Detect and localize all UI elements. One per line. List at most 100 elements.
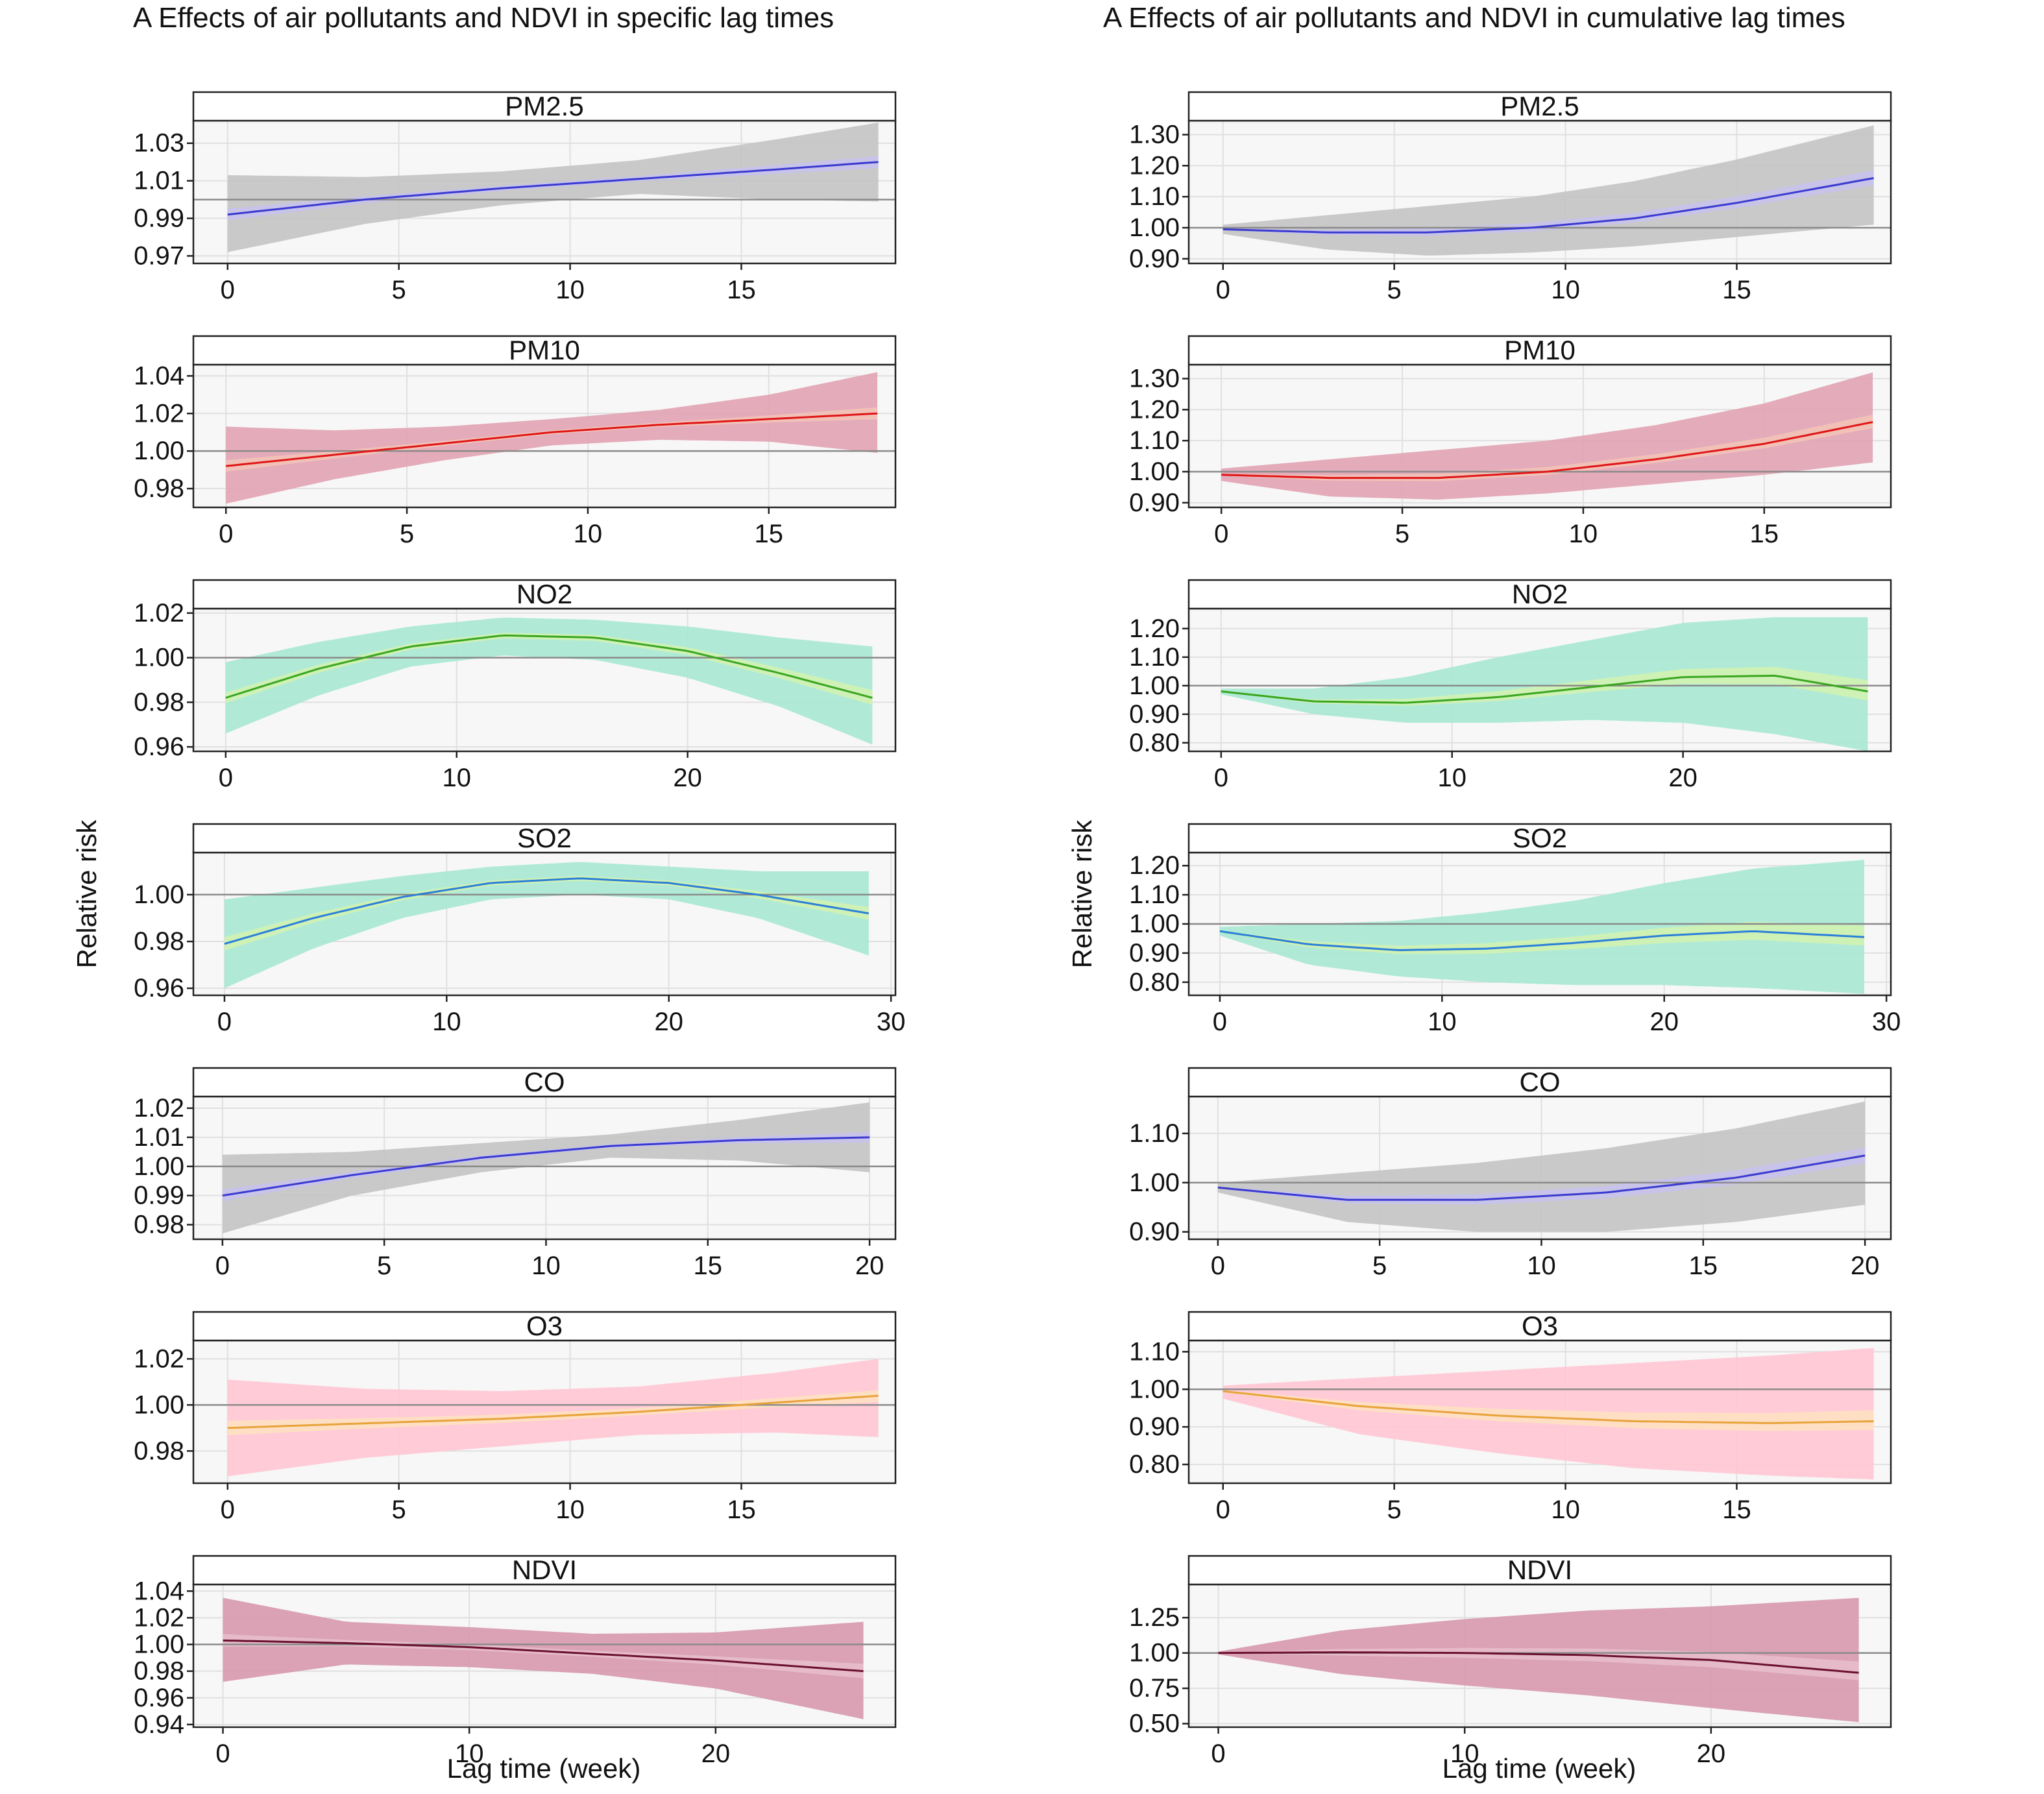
y-tick-label: 0.75 <box>1129 1674 1180 1703</box>
panel-cumulative-pm10: PM10 0.90 1.001.101.201.30 0 5 10 15 <box>1129 335 1892 548</box>
x-tick-label: 0 <box>217 1008 232 1036</box>
right-xlabel: Lag time (week) <box>1442 1753 1636 1784</box>
estimate-line <box>1223 1390 1874 1424</box>
x-tick-label: 20 <box>1851 1252 1880 1280</box>
panel-title-strip <box>192 823 897 854</box>
x-tick-label: 15 <box>1722 1496 1751 1524</box>
estimate-line <box>1221 674 1868 704</box>
panel-title: PM10 <box>509 335 580 365</box>
x-tick-label: 0 <box>1213 1008 1227 1036</box>
left-column-title: A Effects of air pollutants and NDVI in … <box>133 2 834 34</box>
panel-specific-co: CO 0.980.991.001.011.02 0 5 10 15 20 <box>134 1067 897 1280</box>
panel-title: NO2 <box>517 579 572 609</box>
y-tick-label: 0.80 <box>1129 1450 1180 1479</box>
x-tick-label: 0 <box>1214 520 1228 548</box>
y-tick-label: 1.10 <box>1129 1337 1180 1366</box>
confidence-band <box>1218 1597 1859 1723</box>
x-tick-label: 10 <box>555 1496 585 1524</box>
y-tick-label: 1.10 <box>1129 880 1180 909</box>
x-tick-label: 20 <box>673 764 702 792</box>
y-tick-label: 1.04 <box>134 361 184 390</box>
estimate-line <box>222 1136 870 1197</box>
right-column-title: A Effects of air pollutants and NDVI in … <box>1103 2 1845 34</box>
panel-specific-pm25: PM2.5 0.97 0.99 1.01 1.03 0 5 10 15 <box>134 91 897 304</box>
y-tick-label: 1.04 <box>134 1577 184 1605</box>
panel-specific-so2: SO2 0.96 0.98 1.00 0 10 20 30 <box>134 823 905 1036</box>
x-tick-label: 10 <box>1450 1739 1479 1768</box>
x-tick-label: 5 <box>1387 1496 1402 1524</box>
panel-title: O3 <box>526 1311 563 1341</box>
y-tick-label: 0.94 <box>134 1710 184 1739</box>
confidence-band <box>1223 125 1874 256</box>
panel-title: NDVI <box>512 1555 577 1585</box>
y-tick-label: 0.98 <box>134 474 184 503</box>
panel-title: SO2 <box>517 823 572 853</box>
x-tick-label: 20 <box>701 1739 731 1768</box>
x-tick-label: 0 <box>219 764 233 792</box>
confidence-band <box>1219 860 1864 994</box>
x-tick-label: 15 <box>727 276 756 304</box>
panel-title-strip <box>1187 1311 1892 1342</box>
y-tick-label: 0.98 <box>134 688 184 716</box>
y-tick-label: 1.20 <box>1129 614 1180 643</box>
y-tick-label: 1.01 <box>134 1123 184 1152</box>
x-tick-label: 15 <box>1750 520 1779 548</box>
estimate-line <box>227 1394 879 1429</box>
estimate-line <box>226 412 878 467</box>
x-tick-label: 10 <box>1428 1008 1457 1036</box>
x-tick-label: 15 <box>1689 1252 1718 1280</box>
estimate-line <box>227 161 879 216</box>
x-tick-label: 10 <box>531 1252 561 1280</box>
panels-group: PM2.50.970.991.011.030 5 10 15PM2.50.901.00… <box>134 91 1901 1768</box>
y-tick-label: 1.00 <box>134 880 184 909</box>
y-tick-label: 1.00 <box>134 644 184 672</box>
y-tick-label: 1.02 <box>134 599 184 627</box>
panel-cumulative-o3: O3 0.80 0.90 1.00 1.10 0 5 10 15 <box>1129 1311 1892 1524</box>
x-tick-label: 5 <box>392 1496 406 1524</box>
x-tick-label: 5 <box>400 520 414 548</box>
y-tick-label: 1.10 <box>1129 426 1180 455</box>
inner-band <box>226 407 878 472</box>
x-tick-label: 20 <box>1697 1739 1726 1768</box>
panel-title-strip <box>192 91 897 122</box>
estimate-line <box>1218 1651 1859 1674</box>
y-tick-label: 1.20 <box>1129 151 1180 180</box>
y-tick-label: 0.98 <box>134 927 184 956</box>
x-tick-label: 20 <box>1649 1008 1679 1036</box>
left-xlabel: Lag time (week) <box>447 1753 641 1784</box>
estimate-line <box>223 1639 864 1673</box>
y-tick-label: 1.02 <box>134 1094 184 1122</box>
x-tick-label: 0 <box>221 1496 235 1524</box>
inner-band <box>1219 921 1864 954</box>
y-tick-label: 0.97 <box>134 241 184 270</box>
panel-title-strip <box>1187 91 1892 122</box>
panel-title: PM2.5 <box>1500 91 1579 121</box>
panel-title-strip <box>1187 1555 1892 1586</box>
panel-specific-pm10: PM10 0.98 1.00 1.02 1.04 0 5 10 15 <box>134 335 897 548</box>
panel-title: NDVI <box>1507 1555 1572 1585</box>
panel-title-strip <box>1187 335 1892 366</box>
inner-band <box>227 1390 879 1435</box>
y-tick-label: 1.00 <box>1129 457 1180 486</box>
panel-title-strip <box>192 335 897 366</box>
y-tick-label: 0.98 <box>134 1436 184 1465</box>
x-tick-label: 10 <box>1569 520 1598 548</box>
y-tick-label: 1.00 <box>134 1630 184 1659</box>
panel-title: CO <box>1520 1067 1561 1097</box>
confidence-band <box>227 122 879 252</box>
x-tick-label: 0 <box>1211 1739 1225 1768</box>
panel-title: PM2.5 <box>505 91 583 121</box>
inner-band <box>225 633 873 705</box>
estimate-line <box>224 877 870 945</box>
y-tick-label: 1.03 <box>134 129 184 158</box>
y-tick-label: 1.25 <box>1129 1603 1180 1632</box>
confidence-band <box>1221 617 1868 751</box>
confidence-band <box>222 1102 870 1233</box>
y-tick-label: 1.00 <box>134 1390 184 1419</box>
x-tick-label: 5 <box>377 1252 391 1280</box>
y-tick-label: 1.02 <box>134 399 184 428</box>
y-tick-label: 1.10 <box>1129 643 1180 672</box>
y-tick-label: 0.90 <box>1129 939 1180 967</box>
panel-title: CO <box>524 1067 565 1097</box>
x-tick-label: 10 <box>1551 1496 1580 1524</box>
